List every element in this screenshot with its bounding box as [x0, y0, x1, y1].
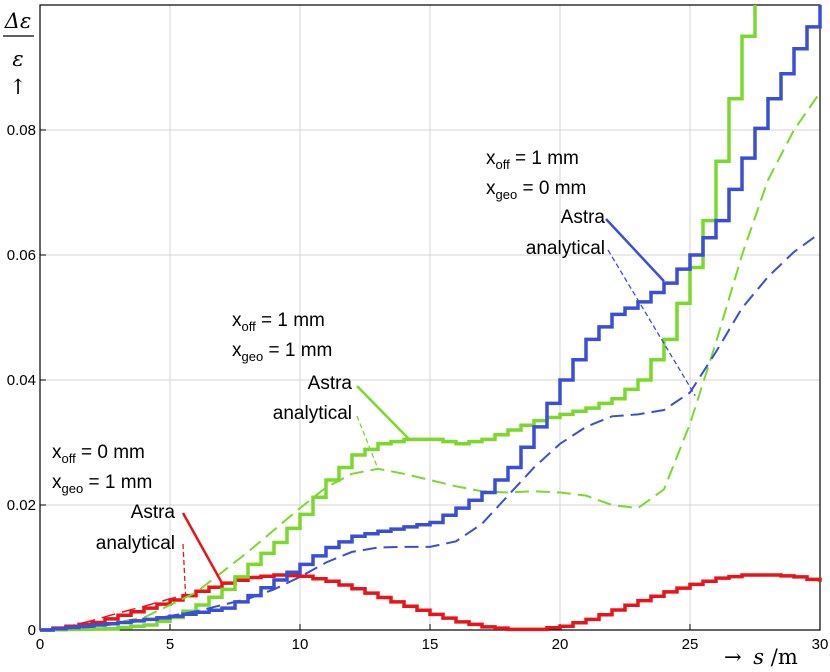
x-label-arrow: → — [724, 645, 742, 669]
y-tick-label: 0 — [28, 622, 36, 639]
x-tick-label: 5 — [166, 636, 174, 653]
annotation-green-analytical-pointer — [356, 415, 379, 469]
annotation-red-xoff-subscript: off — [62, 451, 77, 466]
series-layer: Astra (xoff=0 mm, xgeo=1 mm)analytical (… — [39, 5, 822, 632]
annotation-green-astra-label: Astra — [308, 373, 353, 394]
x-tick-label: 10 — [292, 636, 309, 653]
series-line-0: Astra (xoff=0 mm, xgeo=1 mm) — [40, 573, 822, 632]
annotation-red-xoff: xoff = 0 mm — [52, 442, 145, 466]
annotation-blue-xgeo: xgeo = 0 mm — [486, 178, 586, 202]
annotation-red-analytical-pointer — [182, 543, 187, 596]
annotation-green-xgeo-value: = 1 mm — [263, 340, 332, 361]
annotation-green-xgeo-subscript: geo — [242, 349, 264, 364]
annotation-green-xgeo-base: x — [232, 340, 242, 361]
annotation-blue-xgeo-base: x — [486, 178, 496, 199]
x-tick-label: 20 — [552, 636, 569, 653]
y-tick-label: 0.02 — [7, 497, 36, 514]
annotation-red-xgeo-value: = 1 mm — [83, 472, 152, 493]
annotation-red-xoff-base: x — [52, 442, 62, 463]
annotation-red-astra-pointer — [181, 512, 224, 584]
annotation-blue-xgeo-subscript: geo — [496, 187, 518, 202]
y-tick-label: 0.08 — [7, 122, 36, 139]
annotation-green-xoff-value: = 1 mm — [256, 310, 325, 331]
annotation-red-analytical-label: analytical — [96, 533, 175, 554]
x-tick-label: 0 — [36, 636, 44, 653]
y-axis-ticks: 0 0.02 0.04 0.06 0.08 — [7, 122, 46, 639]
annotation-blue-xoff-base: x — [486, 148, 496, 169]
x-label-unit: /m — [771, 645, 798, 669]
annotation-blue-analytical-label: analytical — [526, 238, 605, 259]
annotation-green-analytical-label: analytical — [273, 403, 352, 424]
x-label-variable: s — [753, 645, 764, 669]
annotation-blue-xgeo-value: = 0 mm — [517, 178, 586, 199]
annotation-blue-xoff-subscript: off — [496, 157, 511, 172]
grid — [40, 5, 820, 630]
series-line-2: Astra (xoff=1 mm, xgeo=1 mm) — [40, 5, 757, 632]
annotation-green-xoff-subscript: off — [242, 319, 257, 334]
annotation-blue-astra-pointer — [605, 218, 665, 283]
x-tick-label: 30 — [812, 636, 829, 653]
annotation-red-astra-label: Astra — [131, 502, 176, 523]
y-label-arrow: ↑ — [9, 75, 27, 99]
x-tick-label: 15 — [422, 636, 439, 653]
x-axis-label: → s /m — [724, 645, 798, 669]
y-axis-label: Δε ε ↑ — [3, 9, 34, 99]
x-tick-label: 25 — [682, 636, 699, 653]
y-tick-label: 0.06 — [7, 247, 36, 264]
annotation-red-xgeo-base: x — [52, 472, 62, 493]
annotation-blue-analytical-pointer — [607, 249, 696, 396]
annotation-blue-xoff-value: = 1 mm — [510, 148, 579, 169]
annotation-green-xgeo: xgeo = 1 mm — [232, 340, 332, 364]
annotation-green-astra-pointer — [356, 385, 411, 441]
annotation-green-xoff-base: x — [232, 310, 242, 331]
y-label-denominator: ε — [12, 47, 23, 71]
annotation-red-xgeo-subscript: geo — [62, 481, 84, 496]
y-tick-label: 0.04 — [7, 372, 36, 389]
annotation-blue-astra-label: Astra — [561, 207, 606, 228]
annotation-blue-xoff: xoff = 1 mm — [486, 148, 579, 172]
annotation-green-xoff: xoff = 1 mm — [232, 310, 325, 334]
x-axis-ticks: 0 5 10 15 20 25 30 — [36, 624, 829, 653]
annotation-red-xoff-value: = 0 mm — [76, 442, 145, 463]
annotation-red-xgeo: xgeo = 1 mm — [52, 472, 152, 496]
series-line-5: analytical (xoff=1 mm, xgeo=0 mm) — [39, 232, 821, 631]
y-label-numerator: Δε — [4, 9, 31, 33]
